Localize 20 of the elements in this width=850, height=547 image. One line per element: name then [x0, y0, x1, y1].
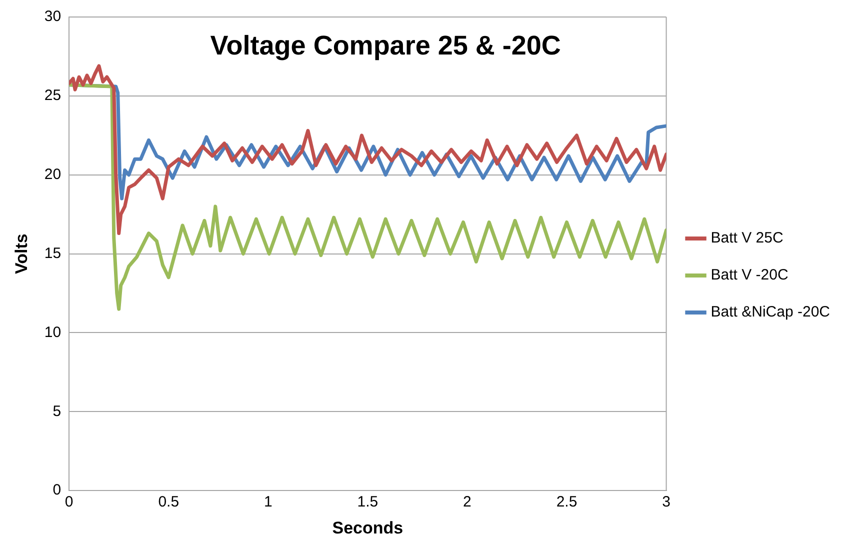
y-tick-label: 15: [44, 244, 62, 262]
y-tick-label: 30: [44, 8, 62, 26]
y-tick-label: 10: [44, 324, 62, 341]
y-tick-label: 5: [52, 402, 62, 420]
legend-label: Batt V 25C: [710, 230, 784, 247]
x-tick-label: 2.5: [556, 494, 578, 511]
y-axis-title: Volts: [12, 234, 31, 274]
x-tick-label: 0.5: [158, 494, 180, 511]
y-tick-label: 25: [44, 87, 62, 104]
legend-label: Batt &NiCap -20C: [710, 304, 830, 321]
x-tick-label: 3: [662, 494, 670, 511]
x-tick-label: 0: [64, 494, 74, 511]
x-axis-title: Seconds: [332, 518, 404, 538]
text: Voltage Compare 25 & -20C: [210, 30, 561, 60]
y-tick-label: 20: [44, 166, 62, 184]
x-tick-label: 1.5: [357, 494, 378, 511]
x-tick-label: 2: [463, 494, 472, 511]
x-tick-label: 1: [264, 494, 272, 511]
legend-label: Batt V -20C: [710, 266, 788, 284]
y-tick-label: 0: [52, 482, 62, 499]
